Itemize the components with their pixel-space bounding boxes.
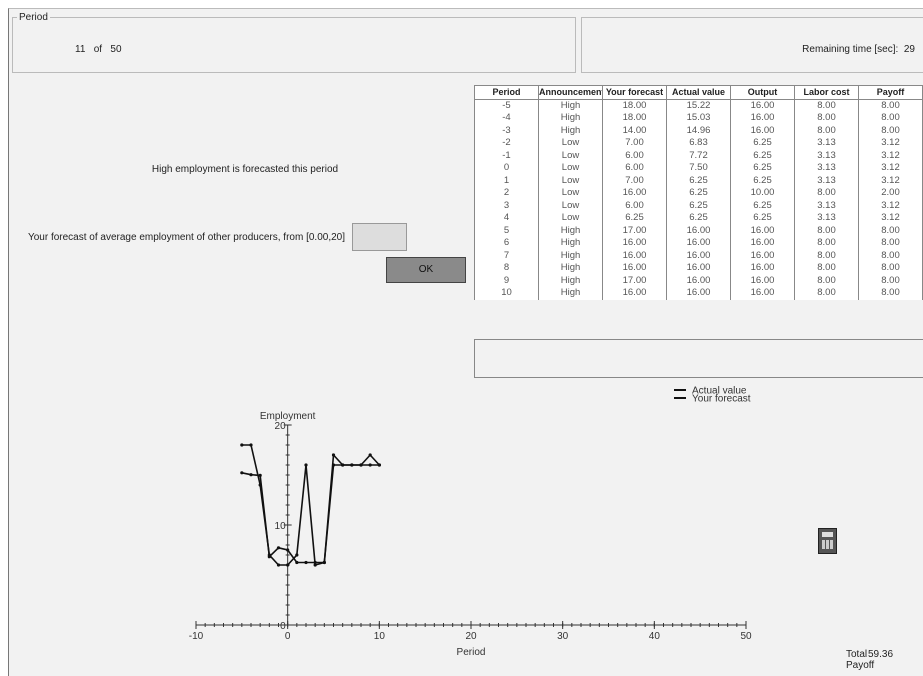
table-row: -5 High 18.00 15.22 16.00 8.00 8.00 (474, 99, 923, 112)
data-point (258, 483, 262, 487)
table-cell: 3.12 (858, 212, 923, 225)
x-tick-label: -10 (189, 631, 204, 642)
data-point (322, 560, 326, 565)
data-point (258, 473, 262, 477)
table-row: 0 Low 6.00 7.50 6.25 3.13 3.12 (474, 162, 923, 175)
data-point (350, 463, 354, 467)
legend-label: Your forecast (692, 394, 751, 405)
legend-label: Actual value (692, 386, 747, 397)
x-tick-label: 40 (649, 631, 661, 642)
table-row: 3 Low 6.00 6.25 6.25 3.13 3.12 (474, 199, 923, 212)
data-point (267, 553, 271, 557)
forecast-input[interactable] (352, 223, 407, 251)
table-cell: 8.00 (858, 249, 923, 262)
of-text: of (93, 44, 103, 55)
y-tick-label: 0 (280, 621, 286, 632)
table-row: 2 Low 16.00 6.25 10.00 8.00 2.00 (474, 187, 923, 200)
x-tick-label: 0 (285, 631, 291, 642)
data-point (368, 463, 372, 467)
table-cell: 8.00 (858, 274, 923, 287)
table-row: 10 High 16.00 16.00 16.00 8.00 8.00 (474, 287, 923, 300)
data-point (240, 471, 244, 475)
table-cell: 3.12 (858, 199, 923, 212)
table-row: -4 High 18.00 15.03 16.00 8.00 8.00 (474, 112, 923, 125)
table-row: 4 Low 6.25 6.25 6.25 3.13 3.12 (474, 212, 923, 225)
total-payoff-value: 59.36 (868, 649, 894, 660)
calculator-screen (822, 532, 833, 537)
table-cell: 8.00 (858, 224, 923, 237)
forecast-prompt: Your forecast of average employment of o… (27, 232, 345, 243)
data-point (368, 453, 372, 457)
data-point (295, 553, 299, 557)
remaining-time-label: Remaining time [sec]: (802, 44, 899, 55)
table-cell: 2.00 (858, 187, 923, 200)
table-cell: 3.12 (858, 137, 923, 150)
period-panel: Period (12, 12, 576, 73)
data-point (377, 463, 381, 467)
column-header: Payoff (858, 85, 923, 100)
table-row: 8 High 16.00 16.00 16.00 8.00 8.00 (474, 262, 923, 275)
data-point (240, 443, 244, 447)
series-line (241, 444, 380, 567)
x-tick-label: 50 (740, 631, 752, 642)
table-row: 6 High 16.00 16.00 16.00 8.00 8.00 (474, 237, 923, 250)
data-point (295, 560, 299, 565)
table-row: -1 Low 6.00 7.72 6.25 3.13 3.12 (474, 149, 923, 162)
data-point (313, 563, 317, 567)
table-row: -2 Low 7.00 6.83 6.25 3.13 3.12 (474, 137, 923, 150)
period-counter: 11 of 50 (75, 44, 122, 55)
data-point (331, 453, 336, 457)
data-point (276, 546, 281, 550)
table-cell: 8.00 (858, 237, 923, 250)
data-point (249, 473, 253, 477)
y-axis-title: Employment (260, 411, 316, 422)
column-header: Period (474, 85, 539, 100)
column-header: Your forecast (602, 85, 667, 100)
data-point (304, 463, 308, 467)
x-tick-label: 20 (465, 631, 477, 642)
data-point (286, 563, 290, 567)
data-point (286, 548, 290, 552)
y-tick-label: 20 (275, 421, 287, 432)
time-panel (581, 17, 923, 73)
table-cell: 3.12 (858, 149, 923, 162)
table-row: -3 High 14.00 14.96 16.00 8.00 8.00 (474, 124, 923, 137)
remaining-time: Remaining time [sec]: 29 (802, 44, 915, 55)
ok-button[interactable]: OK (386, 257, 466, 283)
table-row: 5 High 17.00 16.00 16.00 8.00 8.00 (474, 224, 923, 237)
period-panel-title: Period (19, 12, 48, 23)
current-period: 11 (75, 44, 86, 55)
total-periods: 50 (110, 44, 122, 55)
table-footer (474, 339, 923, 378)
total-payoff-label: Total Payoff (846, 649, 875, 671)
table-row: 9 High 17.00 16.00 16.00 8.00 8.00 (474, 274, 923, 287)
table-row: 1 Low 7.00 6.25 6.25 3.13 3.12 (474, 174, 923, 187)
data-point (276, 563, 281, 567)
data-point (359, 463, 363, 467)
table-cell: 8.00 (858, 124, 923, 137)
data-point (249, 443, 253, 447)
announcement-message: High employment is forecasted this perio… (151, 164, 339, 175)
y-tick-label: 10 (275, 521, 287, 532)
calculator-keys (822, 540, 833, 549)
x-tick-label: 30 (557, 631, 569, 642)
data-point (304, 560, 308, 565)
table-cell: 3.12 (858, 174, 923, 187)
table-cell: 8.00 (858, 112, 923, 125)
x-tick-label: 10 (374, 631, 386, 642)
table-cell: 8.00 (858, 99, 923, 112)
table-cell: 8.00 (858, 262, 923, 275)
table-cell: 8.00 (858, 287, 923, 300)
data-point (341, 463, 345, 467)
history-table: Period Announcement Your forecast Actual va… (474, 85, 923, 300)
calculator-icon[interactable] (818, 528, 837, 554)
table-row: 7 High 16.00 16.00 16.00 8.00 8.00 (474, 249, 923, 262)
remaining-time-value: 29 (903, 44, 915, 55)
x-axis-title: Period (457, 647, 486, 658)
table-cell: 3.12 (858, 162, 923, 175)
